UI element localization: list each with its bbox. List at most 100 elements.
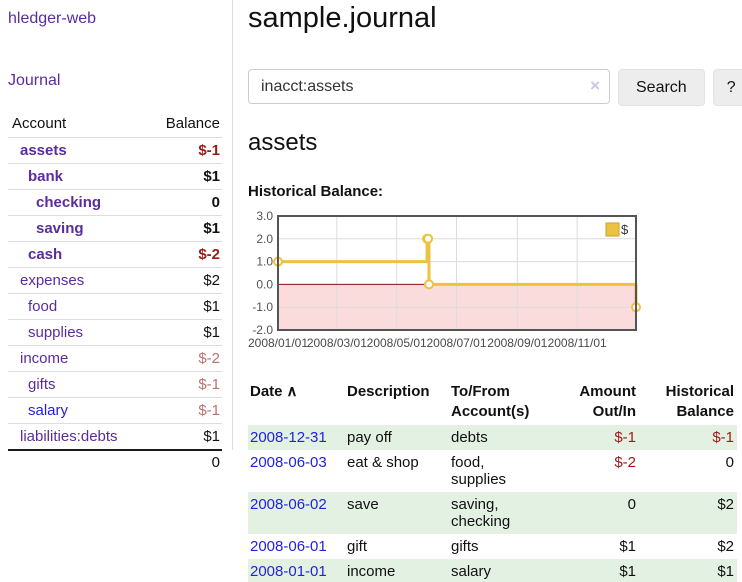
page-title: sample.journal (248, 2, 437, 34)
accounts-table: Account Balance assets $-1 bank $1 checking 0… (8, 112, 222, 474)
account-balance: 0 (211, 194, 220, 211)
plot-border (277, 215, 637, 331)
svg-text:3.0: 3.0 (256, 209, 273, 223)
transaction-accounts: food, supplies (451, 454, 507, 488)
transaction-date-link[interactable]: 2008-06-02 (250, 496, 327, 513)
sort-asc-icon: ∧ (286, 383, 298, 400)
account-balance: $2 (203, 272, 220, 289)
account-balance: $-1 (198, 376, 220, 393)
accounts-rows: assets $-1 bank $1 checking 0 saving $1 cash $-2 e… (8, 137, 222, 449)
transaction-description: pay off (347, 429, 392, 446)
app-brand-link[interactable]: hledger-web (8, 10, 97, 27)
transaction-description: income (347, 563, 396, 580)
account-balance: $-2 (198, 350, 220, 367)
data-point-marker (423, 233, 434, 244)
col-balance-header: Historical Balance (665, 383, 734, 420)
transaction-amount: 0 (627, 496, 636, 513)
account-link[interactable]: bank (28, 168, 64, 185)
account-balance: $-2 (198, 246, 220, 263)
svg-text:2008/09/01: 2008/09/01 (487, 336, 547, 350)
account-balance: $1 (203, 428, 220, 445)
search-input[interactable] (248, 69, 610, 104)
transaction-date-link[interactable]: 2008-01-01 (250, 563, 327, 580)
account-row: saving $1 (8, 215, 222, 241)
accounts-table-header: Account Balance (8, 112, 222, 137)
data-point-marker (424, 279, 434, 290)
clear-search-icon[interactable]: × (590, 76, 600, 95)
account-balance: $1 (203, 168, 220, 185)
account-link[interactable]: cash (28, 246, 63, 263)
account-balance: $1 (203, 220, 220, 237)
transaction-row[interactable]: 2008-06-01 gift gifts $1 $2 (248, 534, 737, 559)
account-row: food $1 (8, 293, 222, 319)
account-row: liabilities:debts $1 (8, 423, 222, 449)
main-content: sample.journal × Search ? assets Histori… (233, 0, 742, 582)
help-button[interactable]: ? (712, 69, 742, 106)
svg-text:2.0: 2.0 (256, 232, 273, 246)
transaction-balance: $1 (717, 563, 734, 580)
account-link[interactable]: gifts (28, 376, 56, 393)
account-link[interactable]: salary (28, 402, 69, 419)
account-link[interactable]: supplies (28, 324, 84, 341)
svg-text:0.0: 0.0 (256, 277, 273, 291)
account-row: salary $-1 (8, 397, 222, 423)
transaction-balance: $-1 (712, 429, 734, 446)
transaction-row[interactable]: 2008-06-02 save saving, checking 0 $2 (248, 492, 737, 534)
svg-text:2008/07/01: 2008/07/01 (426, 336, 486, 350)
transaction-date-link[interactable]: 2008-06-01 (250, 538, 327, 555)
svg-text:2008/05/01: 2008/05/01 (367, 336, 427, 350)
account-balance: $-1 (198, 142, 220, 159)
register-heading: assets (248, 129, 318, 156)
account-row: assets $-1 (8, 137, 222, 163)
transaction-accounts: saving, checking (451, 496, 511, 530)
account-balance: $-1 (198, 402, 220, 419)
account-row: cash $-2 (8, 241, 222, 267)
legend-label: $ (621, 222, 629, 237)
transaction-row[interactable]: 2008-06-03 eat & shop food, supplies $-2 0 (248, 450, 737, 492)
col-date-header[interactable]: Date ∧ (250, 383, 298, 400)
transaction-description: eat & shop (347, 454, 419, 471)
account-row: checking 0 (8, 189, 222, 215)
transaction-balance: $2 (717, 496, 734, 513)
transaction-amount: $1 (619, 563, 636, 580)
svg-text:-1.0: -1.0 (252, 300, 273, 314)
account-link[interactable]: saving (36, 220, 84, 237)
svg-text:-2.0: -2.0 (252, 323, 273, 337)
svg-text:2008/11/01: 2008/11/01 (548, 336, 607, 350)
balance-chart: $3.0 2.0 1.0 0.0 -1.0 -2.02008/01/012008/03/0… (248, 209, 641, 350)
transaction-accounts: salary (451, 563, 492, 580)
account-link[interactable]: expenses (20, 272, 85, 289)
transaction-row[interactable]: 2008-01-01 income salary $1 $1 (248, 559, 737, 582)
svg-text:2008/03/01: 2008/03/01 (307, 336, 367, 350)
transaction-amount: $-1 (614, 429, 636, 446)
transaction-date-link[interactable]: 2008-12-31 (250, 429, 327, 446)
col-amount-header: Amount Out/In (579, 383, 636, 420)
transaction-row[interactable]: 2008-12-31 pay off debts $-1 $-1 (248, 425, 737, 450)
transactions-table: Date ∧ Description To/From Account(s) Amo… (248, 379, 737, 582)
search-field-wrap: × (248, 69, 610, 106)
transaction-accounts: debts (451, 429, 488, 446)
account-link[interactable]: income (20, 350, 69, 367)
transaction-balance: 0 (725, 454, 734, 471)
transactions-header-row: Date ∧ Description To/From Account(s) Amo… (248, 379, 737, 425)
account-link[interactable]: food (28, 298, 58, 315)
account-link[interactable]: liabilities:debts (20, 428, 118, 445)
sidebar-item-journal[interactable]: Journal (8, 72, 61, 89)
transaction-balance: $2 (717, 538, 734, 555)
chart-title: Historical Balance: (248, 183, 384, 200)
svg-text:1.0: 1.0 (256, 255, 273, 269)
search-button[interactable]: Search (618, 69, 705, 106)
transaction-date-link[interactable]: 2008-06-03 (250, 454, 327, 471)
account-row: income $-2 (8, 345, 222, 371)
account-link[interactable]: checking (36, 194, 102, 211)
transaction-amount: $-2 (614, 454, 636, 471)
account-row: gifts $-1 (8, 371, 222, 397)
account-link[interactable]: assets (20, 142, 67, 159)
accounts-total-value: 0 (211, 454, 220, 471)
svg-text:2008/01/01: 2008/01/01 (248, 336, 308, 350)
account-balance: $1 (203, 298, 220, 315)
account-row: supplies $1 (8, 319, 222, 345)
transaction-accounts: gifts (451, 538, 479, 555)
accounts-total-row: 0 (8, 449, 222, 474)
